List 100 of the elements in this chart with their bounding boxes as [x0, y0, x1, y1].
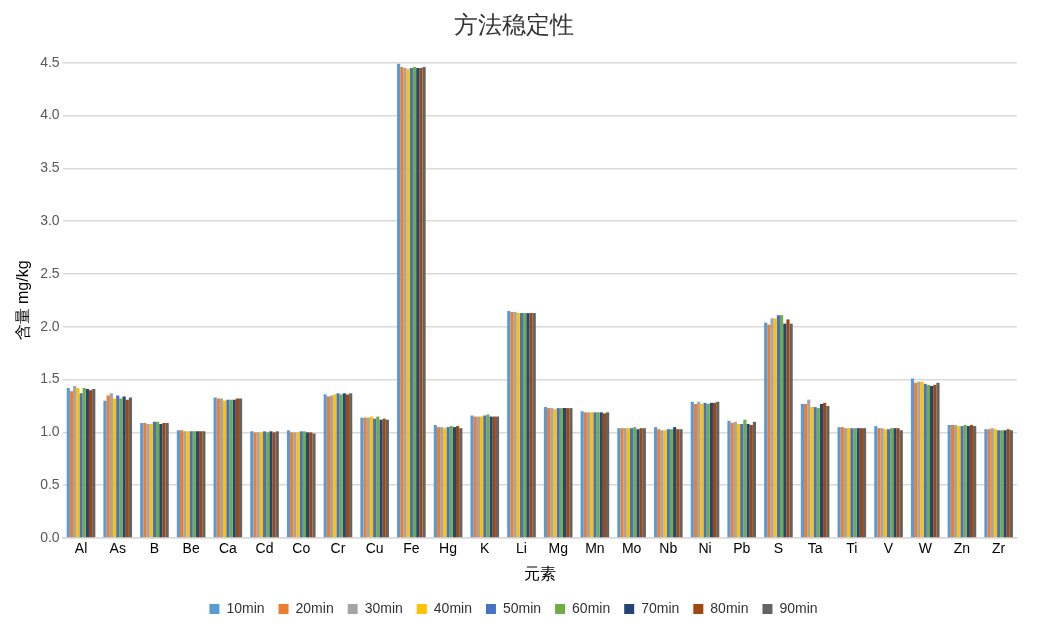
bar	[602, 413, 607, 538]
y-tick-label: 0.0	[40, 528, 60, 545]
x-tick-label: Ca	[218, 540, 237, 557]
bar	[195, 431, 200, 538]
bar	[495, 416, 500, 538]
bar	[69, 391, 74, 538]
bar	[843, 428, 848, 538]
bar	[736, 423, 741, 538]
bar	[369, 416, 374, 538]
bar	[79, 393, 83, 538]
legend-label: 30min	[364, 599, 403, 616]
bar	[412, 67, 417, 538]
bar	[543, 407, 548, 538]
bar	[669, 429, 674, 538]
bar	[219, 398, 224, 538]
bar	[562, 408, 567, 538]
x-tick-label: Pb	[733, 540, 751, 557]
bar	[807, 399, 811, 538]
x-tick-label: Zn	[953, 540, 971, 557]
bar	[433, 425, 437, 538]
bar	[152, 421, 157, 538]
bar	[128, 397, 133, 538]
bar	[262, 431, 267, 538]
legend-label: 50min	[502, 599, 542, 616]
y-tick-label: 4.0	[40, 106, 60, 123]
bar	[862, 428, 867, 538]
bar	[752, 421, 757, 538]
bar	[800, 403, 804, 538]
bar	[910, 378, 915, 538]
legend-label: 90min	[779, 599, 818, 616]
bar	[606, 412, 610, 538]
bar	[690, 401, 694, 538]
x-tick-label: Mo	[621, 540, 642, 557]
bar	[345, 394, 350, 538]
x-tick-label: Cu	[365, 540, 384, 557]
bar	[653, 427, 658, 538]
bar	[712, 402, 717, 538]
bar	[780, 315, 784, 538]
bar	[886, 429, 891, 538]
y-tick-label: 2.5	[40, 264, 60, 281]
x-tick-label: Ti	[846, 540, 858, 557]
x-tick-label: Ta	[807, 540, 823, 557]
x-tick-label: Be	[182, 540, 200, 557]
bar	[716, 401, 720, 538]
bar	[740, 423, 744, 538]
x-tick-label: Zr	[992, 540, 1006, 557]
x-tick-label: Li	[516, 540, 527, 557]
x-tick-label: V	[883, 540, 894, 557]
x-tick-label: W	[918, 540, 933, 557]
legend-label: 80min	[710, 599, 749, 616]
y-axis-title: 含量 mg/kg	[14, 260, 32, 341]
x-tick-label: Nb	[659, 540, 678, 557]
x-tick-label: Co	[292, 540, 311, 557]
bar	[826, 406, 830, 538]
x-tick-label: Ni	[698, 540, 712, 557]
y-tick-label: 2.0	[40, 317, 60, 334]
bar	[786, 319, 790, 538]
x-tick-label: As	[109, 540, 126, 557]
bar	[103, 400, 107, 538]
y-tick-label: 3.0	[40, 212, 60, 229]
bar	[286, 430, 291, 538]
bar	[436, 427, 441, 538]
bar	[803, 403, 808, 538]
x-tick-label: B	[149, 540, 160, 557]
bar	[743, 419, 747, 538]
y-tick-label: 1.0	[40, 423, 60, 440]
bar	[397, 63, 401, 538]
x-tick-label: Al	[74, 540, 88, 557]
x-tick-label: Mn	[585, 540, 605, 557]
x-tick-label: Cr	[330, 540, 346, 557]
bar	[88, 390, 93, 538]
chart-title: 方法稳定性	[453, 11, 574, 39]
y-tick-label: 4.5	[40, 53, 60, 70]
bar	[238, 398, 243, 538]
legend-label: 70min	[641, 599, 680, 616]
x-tick-label: Cd	[255, 540, 274, 557]
legend-label: 10min	[226, 599, 265, 616]
x-tick-label: Hg	[439, 540, 458, 557]
bar	[112, 398, 117, 538]
x-tick-label: Fe	[403, 540, 420, 557]
bar	[783, 323, 787, 538]
bar	[693, 403, 698, 538]
bar	[349, 393, 353, 538]
bar	[66, 388, 70, 538]
x-tick-label: S	[773, 540, 784, 557]
bar	[926, 384, 931, 538]
bar	[452, 427, 457, 538]
bar	[176, 430, 180, 538]
bar	[302, 431, 307, 538]
y-tick-label: 1.5	[40, 370, 60, 387]
x-tick-label: Mg	[548, 540, 568, 557]
bar	[519, 313, 524, 538]
legend-label: 60min	[572, 599, 611, 616]
bar	[819, 403, 824, 538]
x-axis-title: 元素	[523, 564, 556, 582]
legend-label: 40min	[433, 599, 472, 616]
y-tick-label: 0.5	[40, 476, 60, 493]
bar	[776, 315, 781, 538]
y-tick-label: 3.5	[40, 159, 60, 176]
legend-label: 20min	[295, 599, 334, 616]
